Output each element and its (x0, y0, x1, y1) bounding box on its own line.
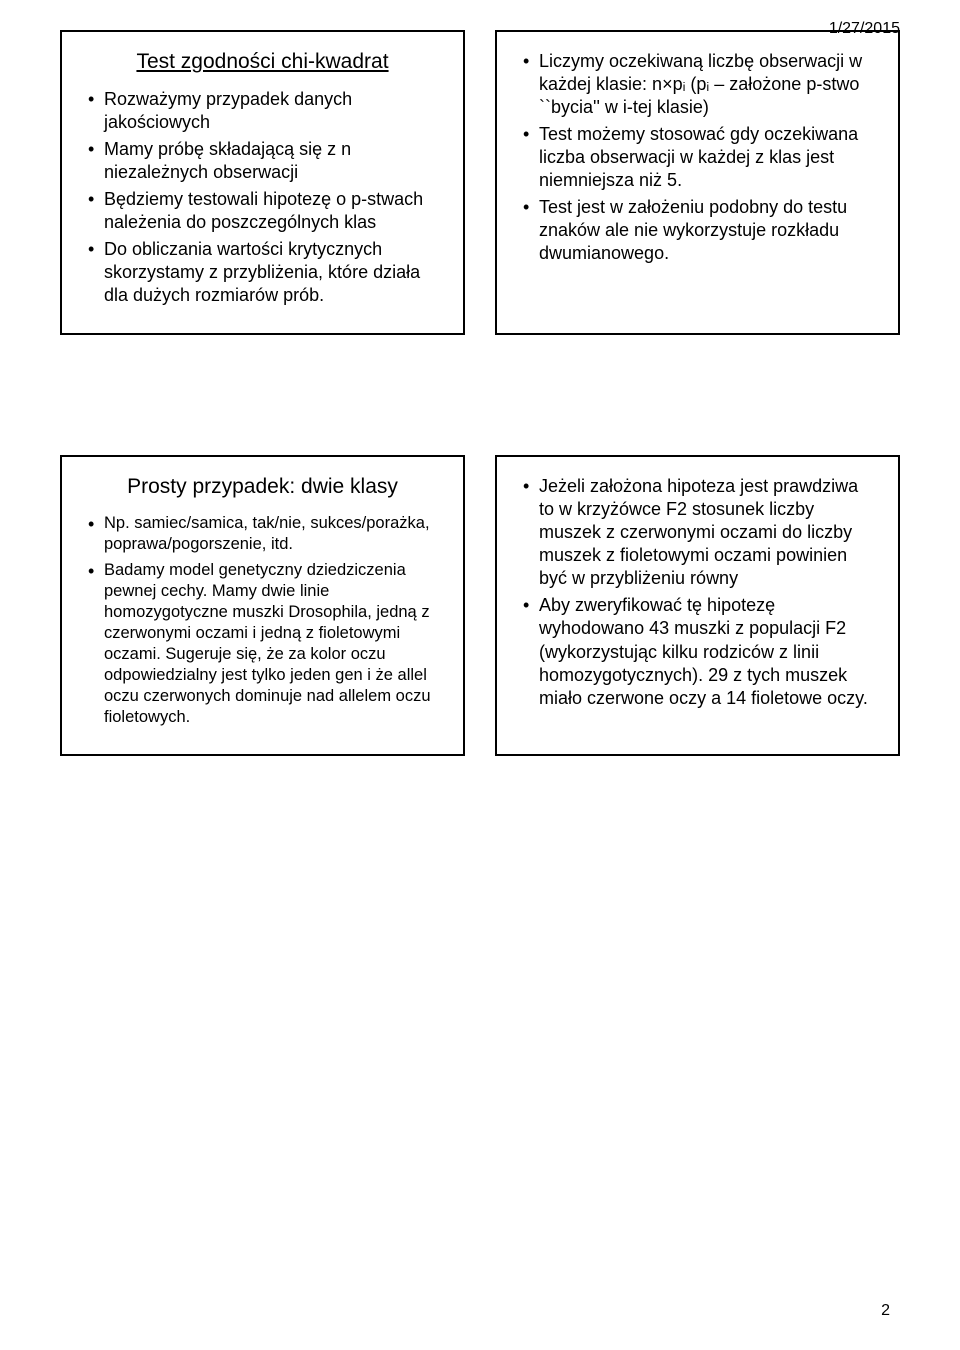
slide-1-title: Test zgodności chi-kwadrat (82, 50, 443, 74)
slide-2-list: Liczymy oczekiwaną liczbę obserwacji w k… (517, 50, 878, 265)
slide-box-2: Liczymy oczekiwaną liczbę obserwacji w k… (495, 30, 900, 335)
list-item: Mamy próbę składającą się z n niezależny… (104, 138, 443, 184)
page-number: 2 (881, 1302, 890, 1320)
list-item: Będziemy testowali hipotezę o p-stwach n… (104, 188, 443, 234)
slide-row-1: Test zgodności chi-kwadrat Rozważymy prz… (60, 30, 900, 335)
list-item: Aby zweryfikować tę hipotezę wyhodowano … (539, 594, 878, 709)
slide-box-4: Jeżeli założona hipoteza jest prawdziwa … (495, 455, 900, 756)
slide-row-2: Prosty przypadek: dwie klasy Np. samiec/… (60, 455, 900, 756)
slide-box-3: Prosty przypadek: dwie klasy Np. samiec/… (60, 455, 465, 756)
date-label: 1/27/2015 (829, 20, 900, 38)
list-item: Liczymy oczekiwaną liczbę obserwacji w k… (539, 50, 878, 119)
list-item: Badamy model genetyczny dziedziczenia pe… (104, 560, 443, 729)
slide-3-title: Prosty przypadek: dwie klasy (82, 475, 443, 499)
list-item: Test jest w założeniu podobny do testu z… (539, 196, 878, 265)
document-page: 1/27/2015 Test zgodności chi-kwadrat Roz… (0, 0, 960, 1350)
slide-1-list: Rozważymy przypadek danych jakościowych … (82, 88, 443, 307)
slide-3-list: Np. samiec/samica, tak/nie, sukces/poraż… (82, 513, 443, 728)
list-item: Np. samiec/samica, tak/nie, sukces/poraż… (104, 513, 443, 555)
list-item: Do obliczania wartości krytycznych skorz… (104, 238, 443, 307)
slide-box-1: Test zgodności chi-kwadrat Rozważymy prz… (60, 30, 465, 335)
list-item: Jeżeli założona hipoteza jest prawdziwa … (539, 475, 878, 590)
slide-4-list: Jeżeli założona hipoteza jest prawdziwa … (517, 475, 878, 709)
list-item: Test możemy stosować gdy oczekiwana licz… (539, 123, 878, 192)
list-item: Rozważymy przypadek danych jakościowych (104, 88, 443, 134)
